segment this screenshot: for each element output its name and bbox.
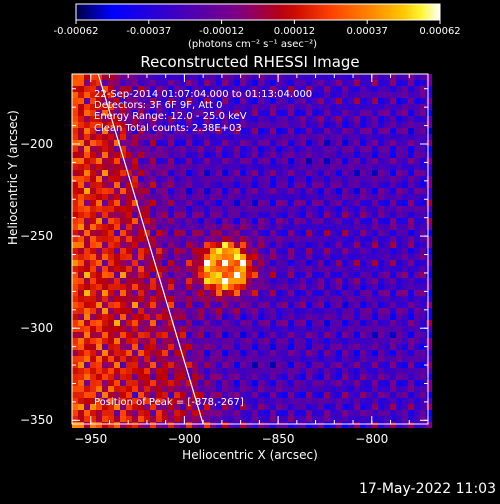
plot-frame: [71, 73, 429, 425]
colorbar-tick-label: 0.00012: [273, 26, 316, 37]
colorbar-tick-label: 0.00062: [419, 26, 461, 37]
x-axis-label: Heliocentric X (arcsec): [182, 448, 318, 462]
footer-timestamp: 17-May-2022 11:03: [358, 481, 496, 497]
y-axis-label: Heliocentric Y (arcsec): [6, 110, 20, 245]
y-tick-label: −300: [20, 321, 53, 336]
y-tick-label: −350: [20, 413, 53, 428]
colorbar-tick-label: -0.00012: [199, 26, 245, 37]
colorbar: [75, 3, 441, 21]
peak-position-label: Position of Peak = [-878,-267]: [94, 397, 244, 408]
info-clean-counts: Clean Total counts: 2.38E+03: [94, 123, 242, 134]
colorbar-tick-label: 0.00037: [346, 26, 388, 37]
heatmap-image: [72, 74, 432, 428]
colorbar-units: (photons cm⁻² s⁻¹ asec⁻²): [188, 39, 318, 50]
plot-title: Reconstructed RHESSI Image: [140, 53, 360, 71]
x-tick-label: −950: [74, 432, 108, 446]
x-tick-label: −900: [167, 432, 201, 446]
solar-limb-line: [97, 73, 204, 425]
y-tick-label: −200: [20, 137, 53, 151]
x-tick-label: −850: [261, 432, 295, 446]
colorbar-tick-label: -0.00037: [126, 26, 172, 37]
info-energy-range: Energy Range: 12.0 - 25.0 keV: [94, 111, 247, 122]
y-tick-label: −250: [20, 229, 53, 244]
x-tick-label: −800: [355, 432, 389, 446]
info-time-range: 22-Sep-2014 01:07:04.000 to 01:13:04.000: [94, 89, 313, 100]
info-detectors: Detectors: 3F 6F 9F, Att 0: [94, 100, 223, 111]
colorbar-tick-label: -0.00062: [53, 26, 99, 37]
